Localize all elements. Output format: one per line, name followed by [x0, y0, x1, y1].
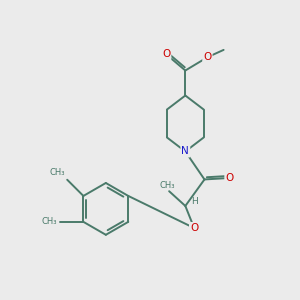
Text: O: O — [162, 49, 170, 59]
Text: O: O — [190, 223, 198, 233]
Text: CH₃: CH₃ — [160, 181, 176, 190]
Text: CH₃: CH₃ — [42, 217, 58, 226]
Text: O: O — [225, 173, 234, 183]
Text: N: N — [182, 146, 189, 157]
Text: CH₃: CH₃ — [49, 168, 65, 177]
Text: O: O — [203, 52, 211, 62]
Text: H: H — [190, 197, 197, 206]
